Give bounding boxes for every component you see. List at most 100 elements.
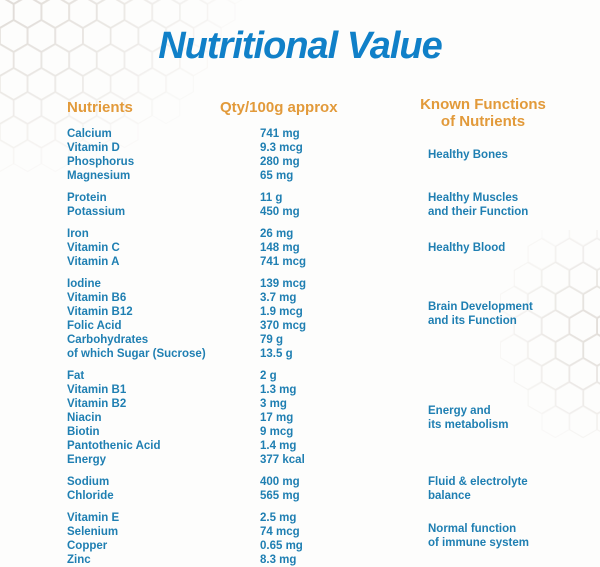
- nutrient-name: Niacin: [67, 412, 102, 424]
- column-header-qty: Qty/100g approx: [220, 99, 338, 116]
- nutrient-function: Healthy Muscles and their Function: [428, 191, 528, 219]
- nutrient-name: Phosphorus: [67, 156, 135, 168]
- nutrient-qty-column: 2 g 1.3 mg 3 mg 17 mg 9 mcg 1.4 mg 377 kcal: [260, 369, 305, 467]
- nutrient-qty-column: 741 mg 9.3 mcg 280 mg 65 mg: [260, 127, 303, 183]
- nutrient-qty: 3 mg: [260, 398, 287, 410]
- nutrient-function: Healthy Bones: [428, 148, 508, 162]
- nutrient-name: Vitamin B2: [67, 398, 127, 410]
- nutrient-qty: 79 g: [260, 334, 284, 346]
- nutrient-name: Pantothenic Acid: [67, 440, 161, 452]
- nutrient-qty: 450 mg: [260, 206, 300, 218]
- column-header-known-functions: Known Functions of Nutrients: [411, 96, 555, 130]
- nutrient-function-line: Fluid & electrolyte: [428, 476, 528, 488]
- nutrient-function-line: and their Function: [428, 206, 529, 218]
- nutrient-name: Selenium: [67, 526, 119, 538]
- nutrient-qty: 0.65 mg: [260, 540, 303, 552]
- nutrient-qty: 400 mg: [260, 476, 300, 488]
- nutrient-group: Sodium Chloride 400 mg 565 mg Fluid & electr…: [0, 475, 600, 503]
- nutrient-name: Vitamin B6: [67, 292, 127, 304]
- nutrient-function-line: its metabolism: [428, 419, 509, 431]
- nutrient-function: Energy and its metabolism: [428, 404, 509, 432]
- nutrient-group: Calcium Vitamin D Phosphorus Magnesium 741 m…: [0, 127, 600, 183]
- nutrient-name: Folic Acid: [67, 320, 122, 332]
- nutrient-name: Energy: [67, 454, 106, 466]
- nutrient-qty-column: 26 mg 148 mg 741 mcg: [260, 227, 306, 269]
- column-header-known-functions-line1: Known Functions: [420, 96, 546, 113]
- nutrient-function-line: Healthy Blood: [428, 242, 506, 254]
- column-header-nutrients: Nutrients: [67, 99, 133, 116]
- nutrient-qty: 148 mg: [260, 242, 300, 254]
- nutrient-qty: 8.3 mg: [260, 554, 297, 566]
- column-header-known-functions-line2: of Nutrients: [440, 113, 526, 130]
- nutrient-name: Zinc: [67, 554, 91, 566]
- nutrient-function: Healthy Blood: [428, 241, 505, 255]
- nutrient-table-body: Calcium Vitamin D Phosphorus Magnesium 741 m…: [0, 127, 600, 567]
- nutrient-group: Vitamin E Selenium Copper Zinc 2.5 mg 74 mcg 0…: [0, 511, 600, 567]
- nutrient-names-column: Iron Vitamin C Vitamin A: [0, 227, 600, 269]
- nutrient-qty-column: 2.5 mg 74 mcg 0.65 mg 8.3 mg: [260, 511, 303, 567]
- nutrient-function: Normal function of immune system: [428, 522, 529, 550]
- nutrient-name: Magnesium: [67, 170, 131, 182]
- nutrient-qty: 1.4 mg: [260, 440, 297, 452]
- nutrient-name: Carbohydrates: [67, 334, 149, 346]
- nutrient-group: Fat Vitamin B1 Vitamin B2 Niacin Biotin Panto…: [0, 369, 600, 467]
- nutrient-names-column: Iodine Vitamin B6 Vitamin B12 Folic Acid Car…: [0, 277, 600, 361]
- nutrient-name: of which Sugar (Sucrose): [67, 348, 206, 360]
- nutrient-function-line: Healthy Muscles: [428, 192, 519, 204]
- nutrient-name: Sodium: [67, 476, 110, 488]
- nutrient-qty: 741 mg: [260, 128, 300, 140]
- nutrient-names-column: Vitamin E Selenium Copper Zinc: [0, 511, 600, 567]
- nutrient-name: Protein: [67, 192, 107, 204]
- nutrient-qty: 2.5 mg: [260, 512, 297, 524]
- nutrient-name: Vitamin B1: [67, 384, 127, 396]
- nutrient-function-line: balance: [428, 490, 471, 502]
- nutrient-function-line: Energy and: [428, 405, 491, 417]
- nutrient-qty: 565 mg: [260, 490, 300, 502]
- nutrient-group: Iron Vitamin C Vitamin A 26 mg 148 mg 741 mcg…: [0, 227, 600, 269]
- nutrient-group: Protein Potassium 11 g 450 mg Healthy Muscle…: [0, 191, 600, 219]
- nutrient-group: Iodine Vitamin B6 Vitamin B12 Folic Acid Car…: [0, 277, 600, 361]
- nutrient-function: Brain Development and its Function: [428, 300, 533, 328]
- nutrient-qty: 741 mcg: [260, 256, 307, 268]
- nutrient-function-line: and its Function: [428, 314, 517, 327]
- nutrient-qty: 3.7 mg: [260, 292, 297, 304]
- nutrient-qty-column: 139 mcg 3.7 mg 1.9 mcg 370 mcg 79 g 13.5 g: [260, 277, 306, 361]
- nutrient-qty: 1.3 mg: [260, 384, 297, 396]
- nutrient-name: Vitamin D: [67, 142, 120, 154]
- nutrient-qty: 13.5 g: [260, 348, 293, 360]
- nutrient-qty: 377 kcal: [260, 454, 305, 466]
- nutrient-qty: 74 mcg: [260, 526, 300, 538]
- nutrient-qty-column: 11 g 450 mg: [260, 191, 300, 219]
- nutrient-name: Chloride: [67, 490, 114, 502]
- nutrient-name: Vitamin A: [67, 256, 120, 268]
- nutrient-qty: 280 mg: [260, 156, 300, 168]
- page-title: Nutritional Value: [158, 25, 443, 67]
- nutrient-qty: 17 mg: [260, 412, 294, 424]
- nutrient-qty: 65 mg: [260, 170, 294, 182]
- nutrient-function-line: Brain Development: [428, 300, 533, 313]
- nutrient-qty: 2 g: [260, 370, 277, 382]
- nutrient-names-column: Calcium Vitamin D Phosphorus Magnesium: [0, 127, 600, 183]
- nutrient-function-line: Normal function: [428, 522, 517, 535]
- nutrient-name: Iron: [67, 228, 89, 240]
- nutrient-name: Vitamin C: [67, 242, 120, 254]
- nutrient-qty: 26 mg: [260, 228, 294, 240]
- nutrient-qty: 11 g: [260, 192, 283, 204]
- nutrient-name: Copper: [67, 540, 108, 552]
- nutrient-qty-column: 400 mg 565 mg: [260, 475, 300, 503]
- nutrient-name: Calcium: [67, 128, 112, 140]
- nutrient-qty: 370 mcg: [260, 320, 307, 332]
- nutrient-function-line: Healthy Bones: [428, 149, 508, 161]
- nutrient-names-column: Sodium Chloride: [0, 475, 600, 503]
- nutrient-name: Iodine: [67, 278, 101, 290]
- nutrient-qty: 1.9 mcg: [260, 306, 303, 318]
- nutrient-names-column: Protein Potassium: [0, 191, 600, 219]
- nutrient-qty: 9 mcg: [260, 426, 294, 438]
- nutrient-function: Fluid & electrolyte balance: [428, 475, 528, 503]
- nutrient-qty: 139 mcg: [260, 278, 307, 290]
- nutrient-name: Vitamin E: [67, 512, 120, 524]
- nutrient-names-column: Fat Vitamin B1 Vitamin B2 Niacin Biotin Panto…: [0, 369, 600, 467]
- nutrient-name: Fat: [67, 370, 85, 382]
- nutrient-name: Potassium: [67, 206, 126, 218]
